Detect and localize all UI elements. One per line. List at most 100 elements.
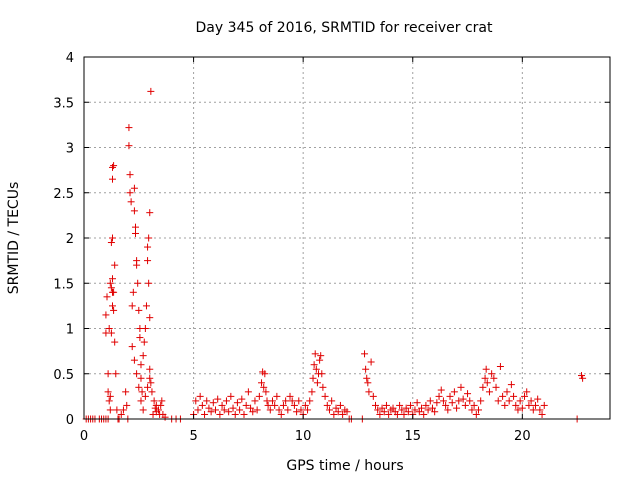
y-tick-label: 4 — [66, 51, 74, 66]
data-point — [431, 408, 439, 416]
data-point — [275, 406, 283, 414]
data-point — [111, 261, 119, 269]
data-point — [311, 350, 319, 358]
data-point — [536, 406, 544, 414]
data-point — [107, 329, 115, 337]
data-point — [297, 406, 305, 414]
data-point — [503, 388, 511, 396]
data-point — [229, 404, 237, 412]
data-point — [534, 395, 542, 403]
data-point — [330, 410, 338, 418]
data-point — [198, 401, 206, 409]
data-point — [435, 392, 443, 400]
chart-title: Day 345 of 2016, SRMTID for receiver cra… — [196, 20, 493, 36]
data-point — [135, 306, 143, 314]
data-point — [318, 370, 326, 378]
data-point — [420, 410, 428, 418]
data-point — [319, 383, 327, 391]
data-point — [144, 383, 152, 391]
data-point — [126, 171, 134, 179]
data-point — [396, 401, 404, 409]
data-point — [481, 374, 489, 382]
y-tick-label: 3 — [66, 142, 74, 157]
x-tick-label: 20 — [514, 429, 531, 444]
data-point — [439, 397, 447, 405]
data-point — [209, 399, 217, 407]
data-point — [106, 406, 114, 414]
data-point — [110, 306, 118, 314]
data-point — [477, 397, 485, 405]
data-point — [279, 401, 287, 409]
data-point — [107, 284, 115, 292]
x-tick-label: 5 — [189, 429, 197, 444]
data-point — [450, 388, 458, 396]
data-point — [260, 383, 268, 391]
data-point — [301, 401, 309, 409]
data-point — [134, 279, 142, 287]
data-point — [133, 370, 141, 378]
data-point — [196, 392, 204, 400]
data-point — [468, 406, 476, 414]
data-point — [203, 397, 211, 405]
data-point — [466, 397, 474, 405]
data-points — [82, 87, 587, 423]
data-point — [444, 406, 452, 414]
data-point — [135, 383, 143, 391]
data-point — [369, 392, 377, 400]
data-point — [527, 397, 535, 405]
data-point — [258, 379, 266, 387]
data-point — [323, 401, 331, 409]
data-point — [488, 370, 496, 378]
data-point — [472, 410, 480, 418]
data-point — [107, 239, 115, 247]
data-point — [510, 392, 518, 400]
data-point — [214, 395, 222, 403]
data-point — [218, 401, 226, 409]
data-point — [106, 392, 114, 400]
data-point — [113, 406, 121, 414]
data-point — [146, 209, 154, 217]
data-point — [514, 406, 522, 414]
data-point — [313, 379, 321, 387]
data-point — [531, 401, 539, 409]
data-point — [393, 410, 401, 418]
data-point — [207, 408, 215, 416]
data-point — [442, 401, 450, 409]
data-point — [277, 410, 285, 418]
data-point — [255, 392, 263, 400]
data-point — [343, 408, 351, 416]
data-point — [144, 243, 152, 251]
data-point — [150, 397, 158, 405]
data-point — [304, 406, 312, 414]
data-point — [499, 392, 507, 400]
data-point — [482, 365, 490, 373]
data-point — [104, 388, 112, 396]
data-point — [475, 406, 482, 414]
data-point — [132, 223, 140, 231]
data-point — [145, 279, 153, 287]
data-point — [309, 374, 317, 382]
data-point — [103, 293, 111, 301]
data-point — [262, 388, 270, 396]
data-point — [273, 392, 281, 400]
data-point — [418, 404, 426, 412]
data-point — [129, 288, 137, 296]
data-point — [227, 392, 235, 400]
y-tick-label: 2.5 — [53, 187, 74, 202]
data-point — [146, 374, 154, 382]
x-tick-label: 10 — [295, 429, 312, 444]
data-point — [433, 399, 441, 407]
data-point — [238, 395, 246, 403]
x-tick-label: 15 — [404, 429, 421, 444]
data-point — [295, 397, 303, 405]
data-point — [133, 261, 141, 269]
data-point — [494, 397, 502, 405]
data-point — [104, 370, 112, 378]
data-point — [363, 374, 371, 382]
data-point — [459, 395, 467, 403]
data-point — [151, 404, 159, 412]
data-point — [233, 399, 241, 407]
data-point — [261, 370, 269, 378]
data-point — [271, 401, 279, 409]
data-point — [132, 229, 140, 237]
